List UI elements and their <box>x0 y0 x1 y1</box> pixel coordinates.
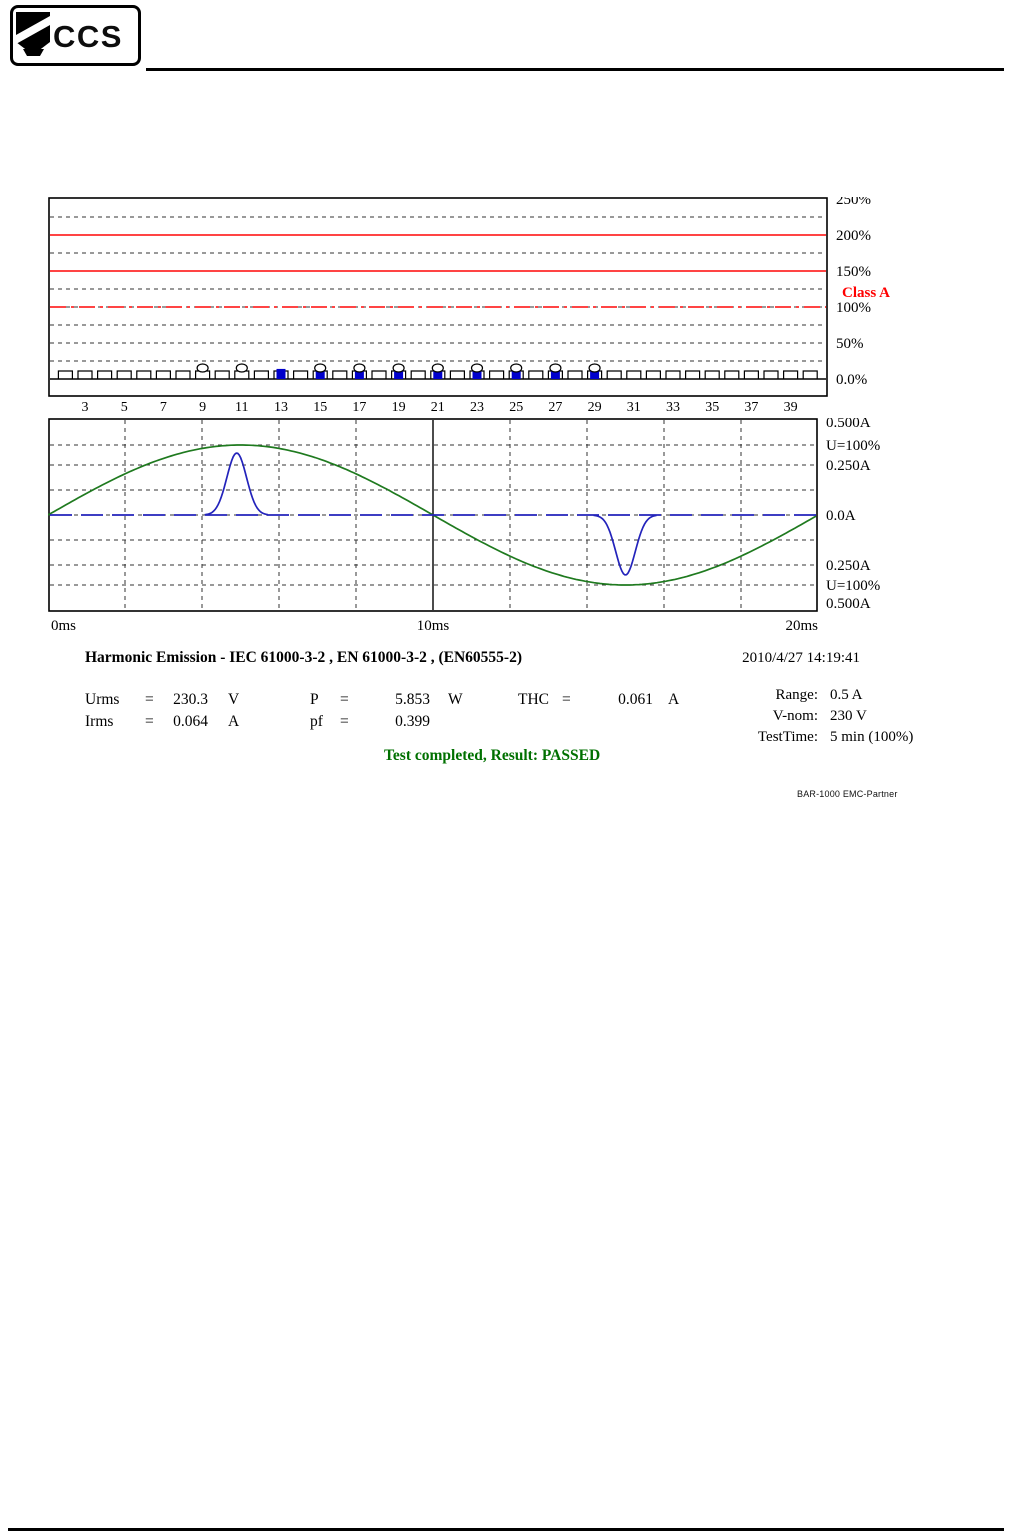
svg-text:100%: 100% <box>836 300 871 316</box>
thc-value: 0.061 <box>618 691 653 708</box>
svg-text:13: 13 <box>274 400 288 415</box>
pf-equals: = <box>340 713 349 730</box>
svg-text:9: 9 <box>199 400 206 415</box>
test-result: Test completed, Result: PASSED <box>384 747 601 764</box>
svg-text:Class A: Class A <box>842 285 890 301</box>
irms-unit: A <box>228 713 240 730</box>
vnom-value: 230 V <box>830 708 867 724</box>
p-label: P <box>310 691 319 708</box>
pf-label: pf <box>310 713 323 730</box>
svg-text:200%: 200% <box>836 228 871 244</box>
irms-value: 0.064 <box>173 713 208 730</box>
pf-value: 0.399 <box>395 713 430 730</box>
range-value: 0.5 A <box>830 687 863 703</box>
svg-text:0.250A: 0.250A <box>826 458 871 474</box>
vnom-label: V-nom: <box>772 708 818 724</box>
svg-text:0.0%: 0.0% <box>836 372 867 388</box>
svg-text:15: 15 <box>313 400 327 415</box>
svg-text:0.500A: 0.500A <box>826 596 871 612</box>
irms-label: Irms <box>85 713 114 730</box>
svg-text:35: 35 <box>705 400 719 415</box>
svg-text:0.500A: 0.500A <box>826 418 871 431</box>
footer-divider <box>8 1528 1004 1531</box>
svg-text:11: 11 <box>235 400 248 415</box>
svg-text:U=100%: U=100% <box>826 438 880 454</box>
thc-unit: A <box>668 691 680 708</box>
svg-text:31: 31 <box>627 400 641 415</box>
svg-text:27: 27 <box>548 400 562 415</box>
urms-unit: V <box>228 691 240 708</box>
svg-text:U=100%: U=100% <box>826 578 880 594</box>
svg-text:0.250A: 0.250A <box>826 558 871 574</box>
urms-value: 230.3 <box>173 691 208 708</box>
report-title: Harmonic Emission - IEC 61000-3-2 , EN 6… <box>85 649 522 666</box>
urms-equals: = <box>145 691 154 708</box>
report-header-row: Harmonic Emission - IEC 61000-3-2 , EN 6… <box>85 649 860 667</box>
svg-text:21: 21 <box>431 400 445 415</box>
svg-text:7: 7 <box>160 400 167 415</box>
p-value: 5.853 <box>395 691 430 708</box>
urms-label: Urms <box>85 691 120 708</box>
svg-text:39: 39 <box>784 400 798 415</box>
device-label: BAR-1000 EMC-Partner <box>797 789 898 799</box>
svg-text:0ms: 0ms <box>51 618 76 634</box>
logo-flag-stripe <box>16 16 50 44</box>
thc-label: THC <box>518 691 549 708</box>
testtime-value: 5 min (100%) <box>830 729 914 745</box>
svg-text:150%: 150% <box>836 264 871 280</box>
svg-text:3: 3 <box>82 400 89 415</box>
svg-text:23: 23 <box>470 400 484 415</box>
waveform-chart: 0.500A U=100% 0.250A 0.0A 0.250A U=100% 0.500A… <box>47 415 988 647</box>
svg-text:50%: 50% <box>836 336 864 352</box>
svg-text:250%: 250% <box>836 197 871 208</box>
logo-text: CCS <box>53 19 123 54</box>
svg-text:20ms: 20ms <box>785 618 818 634</box>
range-label: Range: <box>775 687 819 703</box>
svg-text:33: 33 <box>666 400 680 415</box>
svg-text:10ms: 10ms <box>417 618 450 634</box>
svg-text:0.0A: 0.0A <box>826 508 856 524</box>
ccs-logo: CCS <box>10 5 141 66</box>
header-divider <box>146 68 1004 71</box>
svg-text:25: 25 <box>509 400 523 415</box>
svg-text:17: 17 <box>352 400 366 415</box>
p-unit: W <box>448 691 463 708</box>
thc-equals: = <box>562 691 571 708</box>
svg-text:29: 29 <box>588 400 602 415</box>
report-datetime: 2010/4/27 14:19:41 <box>742 650 860 666</box>
irms-equals: = <box>145 713 154 730</box>
harmonics-bar-chart: 250% 200% 150% 100% 50% 0.0% Class A 3 5 7 9 11 13 15… <box>48 192 988 422</box>
svg-text:19: 19 <box>392 400 406 415</box>
testtime-label: TestTime: <box>757 729 818 745</box>
svg-text:37: 37 <box>744 400 758 415</box>
logo-flag-base <box>23 49 44 56</box>
ccs-logo-graphic: CCS <box>16 12 123 56</box>
p-equals: = <box>340 691 349 708</box>
svg-text:5: 5 <box>121 400 128 415</box>
